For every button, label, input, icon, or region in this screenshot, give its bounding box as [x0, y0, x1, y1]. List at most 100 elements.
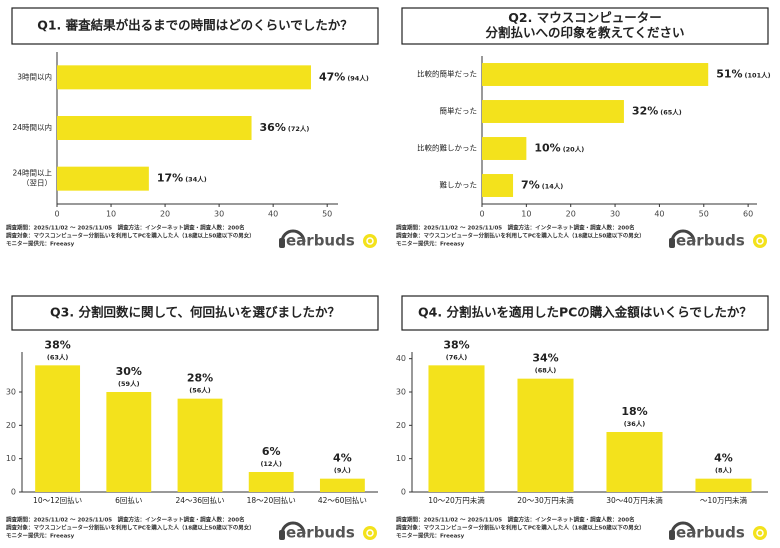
count-label: (36人)	[624, 419, 646, 428]
footnote: 調査期間：2025/11/02 〜 2025/11/05 調査方法：インターネッ…	[6, 224, 245, 232]
title-box	[11, 295, 379, 331]
x-tick-label: 20	[566, 210, 576, 219]
logo: earbuds	[676, 232, 745, 250]
x-tick-label: 30	[214, 210, 224, 219]
value-label: 32%	[632, 105, 658, 118]
count-label: (12人)	[260, 459, 282, 468]
category-label: 10〜20万円未満	[428, 495, 485, 505]
count-label: (101人)	[745, 71, 771, 80]
title-box	[401, 295, 769, 331]
logo-icon	[363, 234, 377, 248]
title-box	[401, 7, 769, 45]
logo-icon	[279, 238, 285, 248]
count-label: (59人)	[118, 379, 140, 388]
chart-title: Q1. 審査結果が出るまでの時間はどのくらいでしたか？	[37, 18, 353, 33]
count-label: (9人)	[334, 466, 351, 475]
x-tick-label: 20	[160, 210, 170, 219]
value-label: 10%	[534, 142, 560, 155]
value-label: 38%	[44, 338, 70, 351]
bar	[482, 100, 624, 123]
category-label: 〜10万円未満	[700, 495, 748, 505]
value-label: 28%	[187, 372, 213, 385]
category-label: 10〜12回払い	[33, 495, 82, 505]
y-tick-label: 40	[396, 354, 406, 363]
bar	[606, 432, 663, 492]
logo-icon	[756, 237, 764, 245]
logo: earbuds	[676, 524, 745, 542]
value-label: 38%	[443, 338, 469, 351]
value-label: 6%	[262, 445, 281, 458]
bar	[106, 392, 152, 492]
category-label: 簡単だった	[440, 106, 478, 116]
bar	[319, 478, 365, 492]
category-label: 難しかった	[440, 180, 478, 190]
bar	[482, 137, 527, 160]
x-tick-label: 10	[106, 210, 116, 219]
value-label: 17%	[157, 172, 183, 185]
category-label: 42〜60回払い	[318, 495, 367, 505]
category-label: 24〜36回払い	[175, 495, 224, 505]
y-tick-label: 0	[11, 488, 16, 497]
count-label: (68人)	[535, 366, 557, 375]
bar	[57, 166, 149, 191]
bar	[177, 398, 223, 492]
logo-icon	[753, 234, 767, 248]
category-label: 24時間以内	[12, 122, 52, 132]
footnote: 調査期間：2025/11/02 〜 2025/11/05 調査方法：インターネッ…	[396, 516, 635, 524]
y-tick-label: 10	[6, 454, 16, 463]
logo-icon	[366, 237, 374, 245]
category-label: （翌日）	[22, 179, 52, 188]
chart-title: Q2. マウスコンピューター	[508, 10, 661, 25]
chart-title: Q4. 分割払いを適用したPCの購入金額はいくらでしたか？	[418, 305, 752, 320]
value-label: 34%	[532, 352, 558, 365]
y-tick-label: 30	[396, 388, 406, 397]
category-label: 3時間以内	[17, 71, 52, 81]
chart-title: 分割払いへの印象を教えてください	[485, 25, 684, 40]
category-label: 24時間以上	[12, 169, 52, 178]
x-tick-label: 60	[743, 210, 753, 219]
count-label: (20人)	[563, 145, 585, 154]
logo-icon	[756, 529, 764, 537]
footnote: モニター提供元：Freeasy	[396, 240, 465, 248]
footnote: 調査対象：マウスコンピューター分割払いを利用してPCを購入した人（18歳以上50…	[6, 232, 255, 240]
logo-icon	[669, 238, 675, 248]
count-label: (14人)	[542, 182, 564, 191]
value-label: 4%	[333, 452, 352, 465]
count-label: (8人)	[715, 466, 732, 475]
y-tick-label: 10	[396, 454, 406, 463]
logo-icon	[753, 526, 767, 540]
y-tick-label: 20	[6, 421, 16, 430]
value-label: 7%	[521, 179, 540, 192]
value-label: 47%	[319, 70, 345, 83]
chart-title: Q3. 分割回数に関して、何回払いを選びましたか？	[50, 305, 340, 320]
bar	[57, 116, 252, 140]
x-tick-label: 0	[54, 210, 59, 219]
value-label: 30%	[116, 365, 142, 378]
x-tick-label: 30	[610, 210, 620, 219]
x-tick-label: 0	[479, 210, 484, 219]
x-tick-label: 50	[699, 210, 709, 219]
logo-icon	[366, 529, 374, 537]
bar	[695, 478, 752, 492]
value-label: 36%	[260, 121, 286, 134]
bar	[35, 365, 81, 492]
footnote: モニター提供元：Freeasy	[6, 240, 75, 248]
logo-icon	[669, 530, 675, 540]
count-label: (72人)	[288, 124, 310, 133]
footnote: 調査対象：マウスコンピューター分割払いを利用してPCを購入した人（18歳以上50…	[396, 524, 645, 532]
footnote: 調査対象：マウスコンピューター分割払いを利用してPCを購入した人（18歳以上50…	[396, 232, 645, 240]
y-tick-label: 20	[396, 421, 406, 430]
category-label: 比較的簡単だった	[417, 69, 477, 79]
value-label: 18%	[621, 405, 647, 418]
count-label: (63人)	[47, 352, 69, 361]
category-label: 比較的難しかった	[417, 143, 477, 153]
x-tick-label: 10	[521, 210, 531, 219]
category-label: 6回払い	[115, 495, 142, 505]
bar	[482, 63, 709, 86]
count-label: (34人)	[185, 175, 207, 184]
bar	[482, 174, 514, 197]
footnote: 調査期間：2025/11/02 〜 2025/11/05 調査方法：インターネッ…	[396, 224, 635, 232]
title-box	[11, 7, 379, 45]
bar	[428, 365, 485, 492]
